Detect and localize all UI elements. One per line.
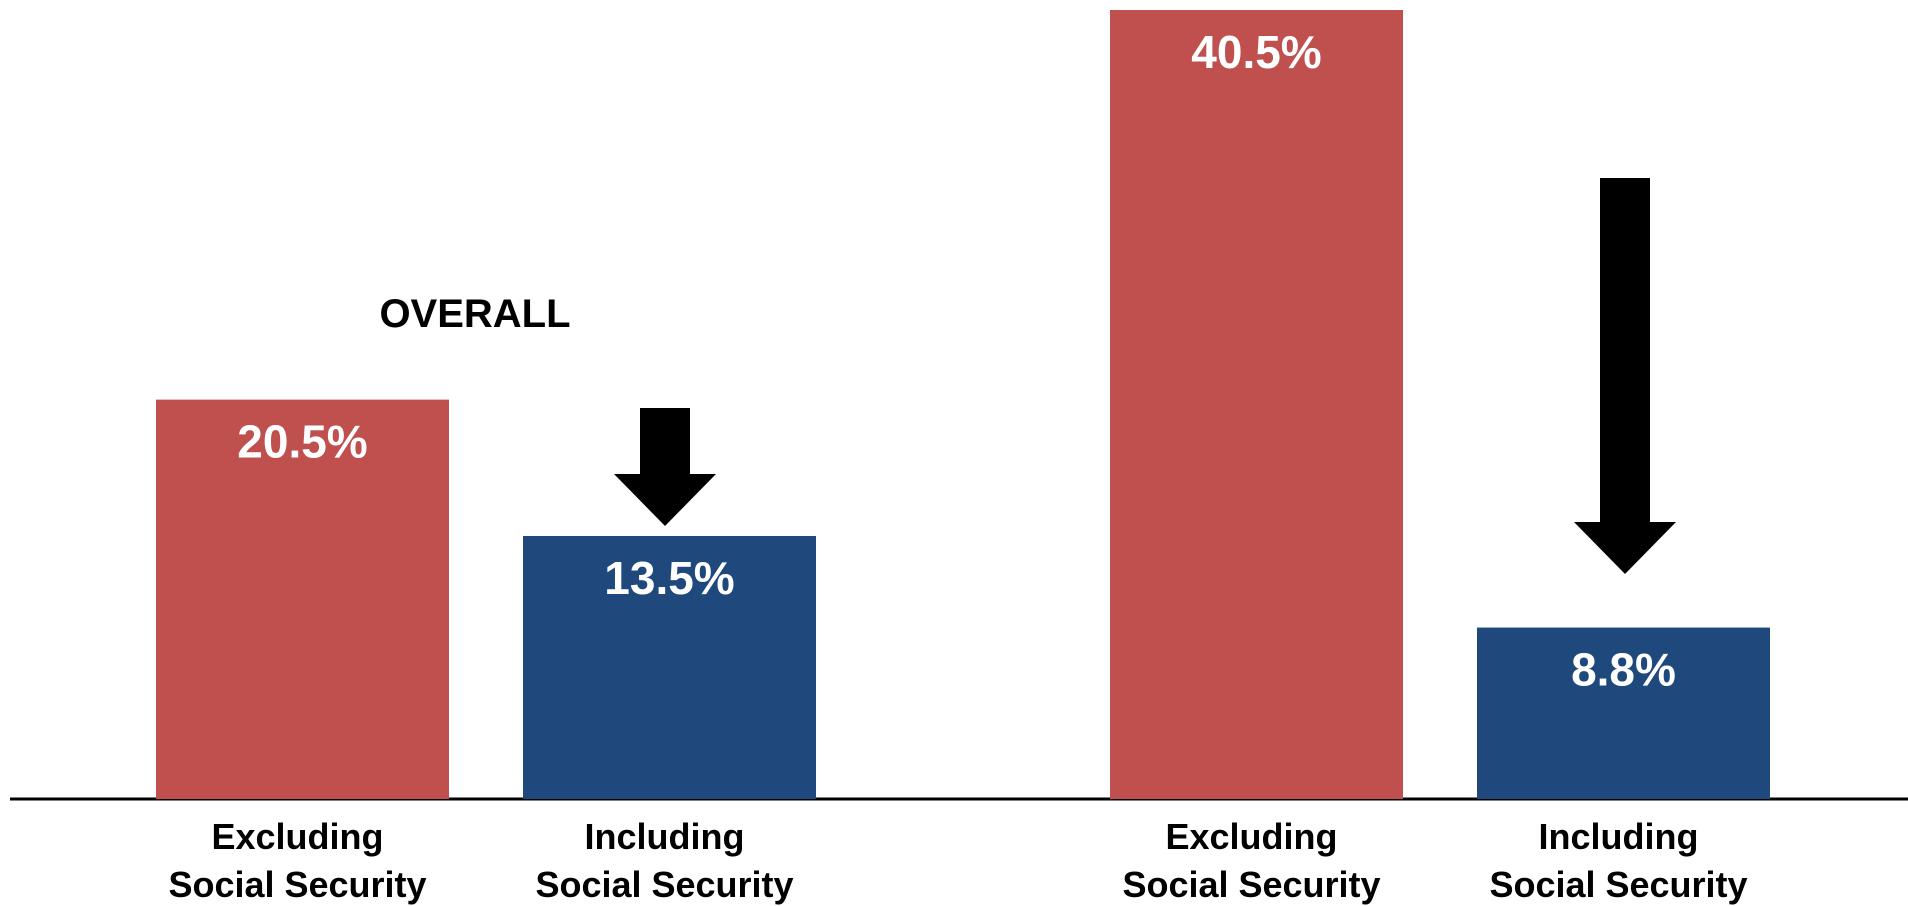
data-label-2-1: 40.5% (1191, 26, 1321, 78)
down-arrow-icon-1 (614, 408, 716, 526)
category-label-1-1-line1: Excluding (211, 816, 383, 857)
group-label-overall: OVERALL (379, 292, 570, 336)
category-label-2-2-line1: Including (1539, 816, 1699, 857)
bar-2-excluding (1110, 10, 1403, 799)
category-label-1-1-line2: Social Security (168, 864, 426, 905)
category-label-2-2-line2: Social Security (1489, 864, 1747, 905)
bar-1-excluding (156, 399, 449, 799)
category-label-2-1-line2: Social Security (1122, 864, 1380, 905)
category-label-1-2-line1: Including (585, 816, 745, 857)
data-label-1-1: 20.5% (237, 416, 367, 468)
down-arrow-icon-2 (1574, 178, 1676, 574)
bar-2-including (1477, 627, 1770, 799)
data-label-1-2: 13.5% (604, 552, 734, 604)
data-label-2-2: 8.8% (1571, 644, 1676, 696)
category-label-2-1-line1: Excluding (1165, 816, 1337, 857)
category-label-1-2-line2: Social Security (535, 864, 793, 905)
bar-1-including (523, 536, 816, 799)
